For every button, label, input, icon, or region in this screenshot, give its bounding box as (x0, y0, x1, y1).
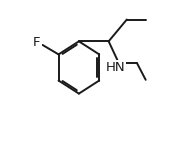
Text: HN: HN (106, 61, 125, 74)
Text: F: F (33, 36, 41, 49)
